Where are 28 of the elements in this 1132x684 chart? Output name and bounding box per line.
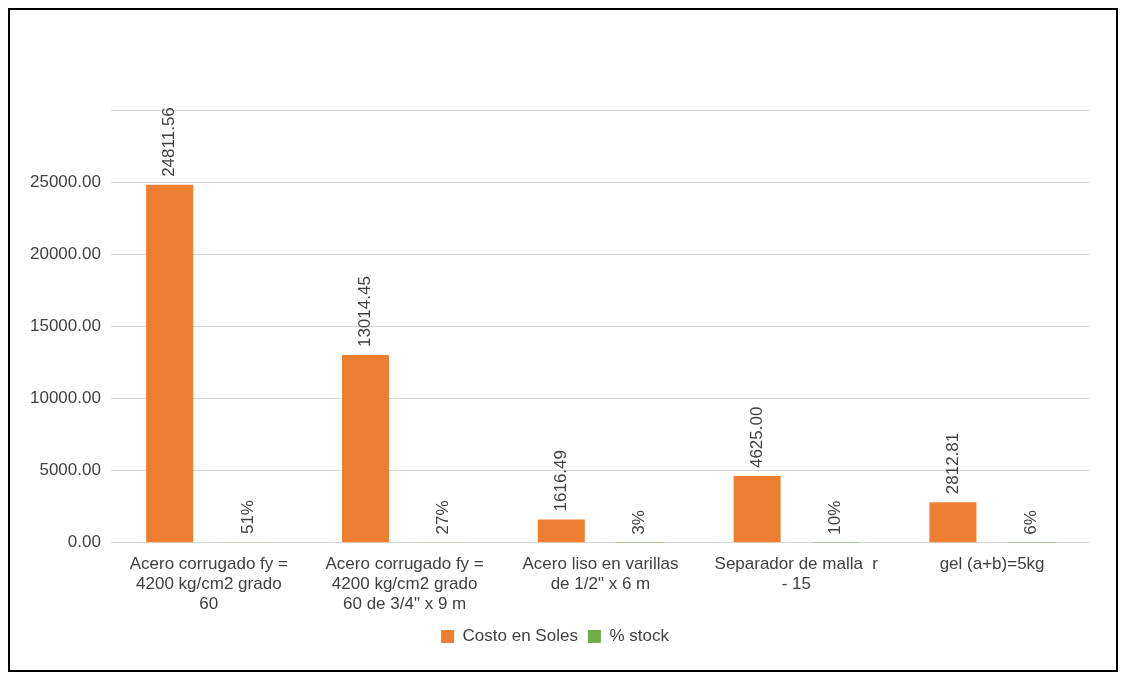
x-tick-label: Separador de malla r - 15: [714, 553, 879, 594]
data-label: 3%: [629, 510, 649, 535]
bar: [733, 476, 781, 543]
data-label: 2812.81: [942, 432, 962, 495]
legend-label: % stock: [609, 626, 670, 646]
bar: [929, 502, 977, 543]
y-tick-label: 15000.00: [30, 316, 101, 336]
x-tick-label: Acero corrugado fy = 4200 kg/cm2 grado 60 de 3/4" x 9 m: [325, 553, 484, 614]
x-tick-label: Acero liso en varillas de 1/2" x 6 m: [522, 553, 679, 594]
data-label: 4625.00: [746, 406, 766, 469]
bar: [341, 355, 389, 543]
data-label: 13014.45: [355, 276, 375, 348]
data-label: 10%: [825, 500, 845, 535]
x-tick-label: gel (a+b)=5kg: [939, 553, 1045, 573]
y-tick-label: 0.00: [67, 532, 101, 552]
bar: [537, 519, 585, 543]
bar: [146, 184, 194, 543]
y-tick-label: 5000.00: [39, 460, 101, 480]
data-label: 24811.56: [159, 107, 179, 177]
data-label: 27%: [433, 500, 453, 535]
data-label: 6%: [1020, 510, 1040, 535]
x-tick-label: Acero corrugado fy = 4200 kg/cm2 grado 60: [129, 553, 289, 614]
y-tick-label: 20000.00: [30, 243, 101, 263]
y-tick-label: 25000.00: [30, 171, 101, 191]
legend-label: Costo en Soles: [462, 626, 578, 646]
y-tick-label: 10000.00: [30, 388, 101, 408]
data-label: 1616.49: [550, 450, 570, 512]
data-label: 51%: [237, 500, 257, 535]
